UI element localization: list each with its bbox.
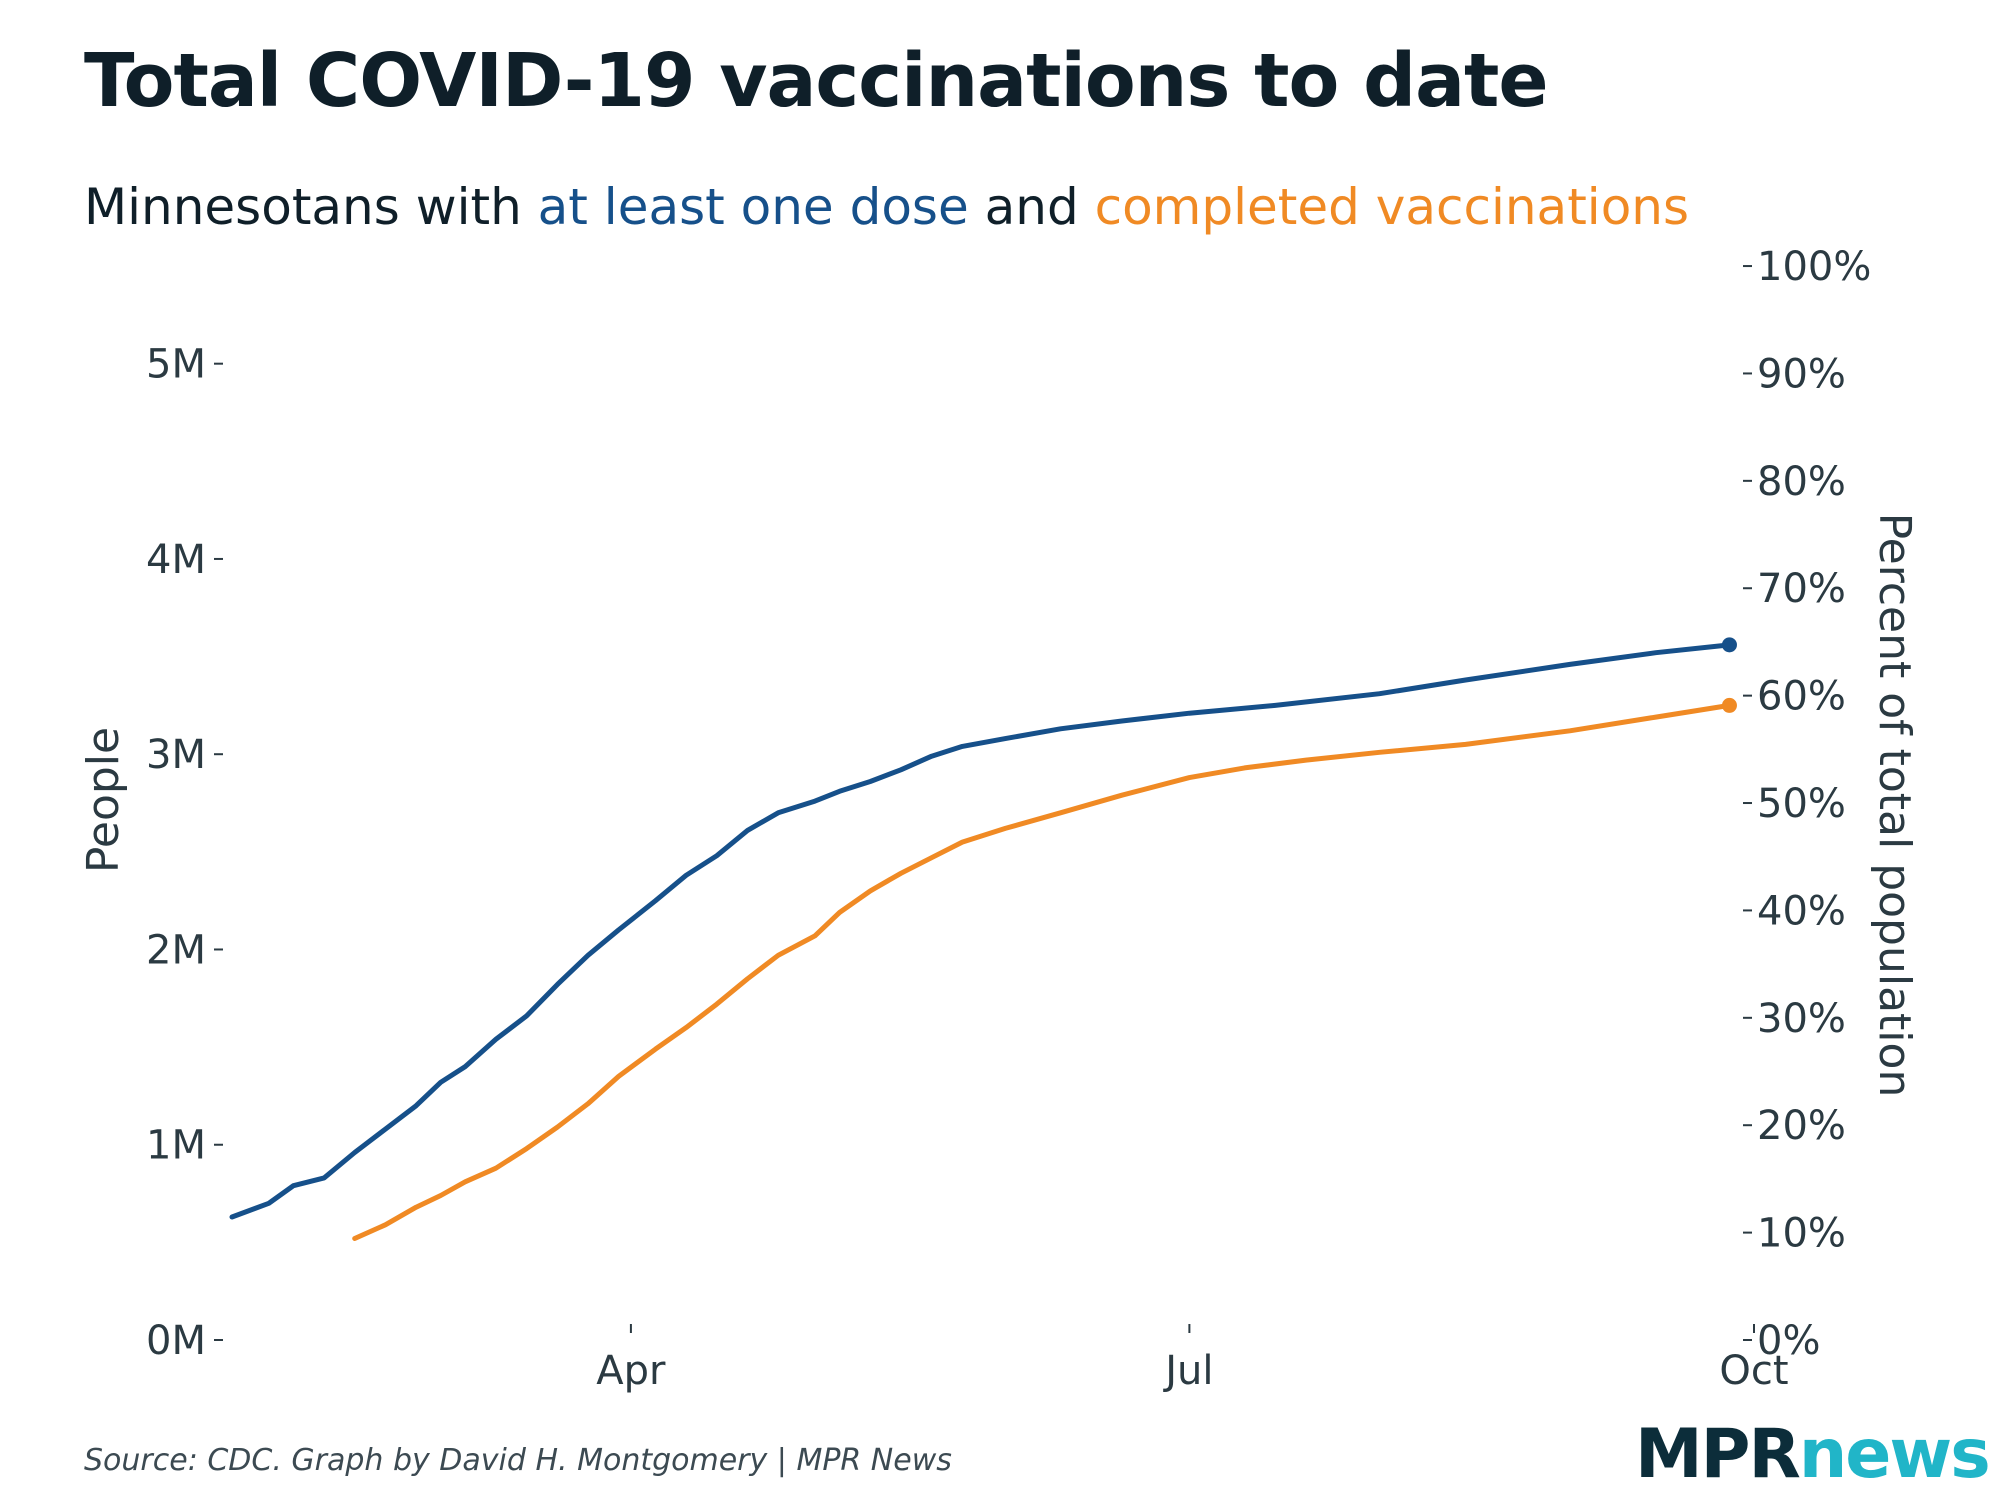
y-right-tick-label: 30%	[1757, 996, 1846, 1042]
mpr-news-logo: MPRnews	[1635, 1420, 1991, 1490]
y-right-tick-label: 80%	[1757, 459, 1846, 505]
series-end-point-completed	[1721, 697, 1737, 713]
chart-subtitle: Minnesotans with at least one dose and c…	[84, 178, 1689, 236]
y-left-tick-label: 1M	[146, 1123, 206, 1169]
logo-mpr: MPR	[1635, 1415, 1801, 1494]
y-right-tick-label: 100%	[1757, 244, 1871, 290]
chart-series	[229, 637, 1737, 1241]
source-note: Source: CDC. Graph by David H. Montgomer…	[84, 1443, 952, 1478]
subtitle-middle: and	[968, 178, 1095, 236]
y-right-tick-label: 40%	[1757, 888, 1846, 934]
series-end-point-one_dose	[1721, 637, 1737, 653]
y-right-tick-label: 90%	[1757, 351, 1846, 397]
x-tick-label: Jul	[1162, 1348, 1213, 1394]
y-left-tick-label: 3M	[146, 732, 206, 778]
subtitle-prefix: Minnesotans with	[84, 178, 538, 236]
y-left-tick-label: 0M	[146, 1318, 206, 1364]
y-left-tick-label: 2M	[146, 927, 206, 973]
chart-axes: 0M 1M 2M 3M 4M 5M People 0% 10% 20% 30% 40% 50% 60% 70…	[78, 244, 1920, 1394]
y-right-axis-label: Percent of total population	[1869, 513, 1920, 1098]
y-right-tick-label: 0%	[1757, 1318, 1820, 1364]
y-right-tick-label: 10%	[1757, 1211, 1846, 1257]
subtitle-completed-legend: completed vaccinations	[1094, 178, 1690, 236]
series-line-completed	[352, 702, 1732, 1241]
series-line-one_dose	[229, 642, 1732, 1220]
subtitle-one-dose-legend: at least one dose	[537, 178, 969, 236]
y-left-axis-label: People	[78, 727, 129, 873]
y-left-tick-label: 4M	[146, 537, 206, 583]
y-right-tick-label: 60%	[1757, 674, 1846, 720]
y-left-tick-label: 5M	[146, 342, 206, 388]
x-tick-label: Apr	[596, 1348, 666, 1394]
chart-title: Total COVID-19 vaccinations to date	[84, 38, 1549, 124]
x-tick-label: Oct	[1719, 1348, 1788, 1394]
y-right-tick-label: 70%	[1757, 566, 1846, 612]
y-right-tick-label: 50%	[1757, 781, 1846, 827]
logo-news: news	[1798, 1415, 1991, 1494]
y-right-tick-label: 20%	[1757, 1103, 1846, 1149]
